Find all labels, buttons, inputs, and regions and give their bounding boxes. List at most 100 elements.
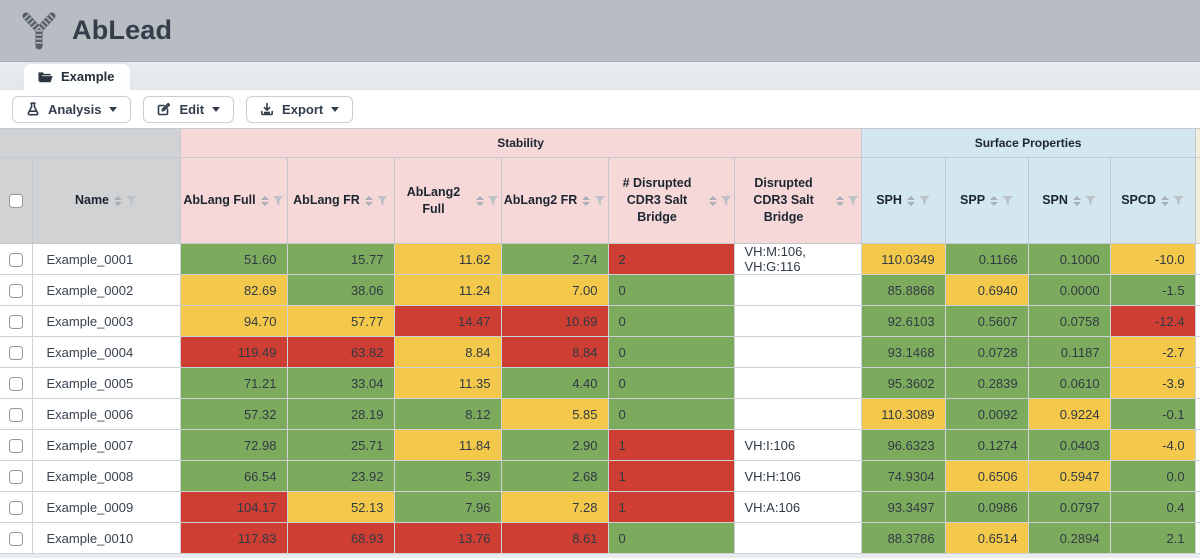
row-checkbox[interactable] — [8, 500, 23, 515]
data-cell: 7.00 — [500, 274, 609, 306]
data-cell: 0.2839 — [944, 367, 1029, 399]
filter-icon[interactable] — [272, 195, 284, 206]
row-checkbox[interactable] — [8, 407, 23, 422]
filter-icon[interactable] — [594, 195, 606, 206]
filter-icon[interactable] — [720, 195, 732, 206]
column-header--disrupted-cdr3-salt-bridge[interactable]: # Disrupted CDR3 Salt Bridge — [607, 157, 735, 244]
data-cell: 0 — [607, 398, 735, 430]
data-cell: 2.90 — [500, 429, 609, 461]
filter-icon[interactable] — [918, 195, 930, 206]
sort-down-arrow — [475, 201, 484, 206]
column-header-icons — [835, 195, 859, 206]
data-cell: 14.47 — [393, 305, 502, 337]
data-cell: 0.0092 — [944, 398, 1029, 430]
data-cell: 117.83 — [179, 522, 288, 554]
data-cell: 110.3089 — [860, 398, 946, 430]
column-header-spcd[interactable]: SPCD — [1109, 157, 1196, 244]
row-checkbox[interactable] — [8, 283, 23, 298]
row-extra-cell — [1194, 305, 1200, 337]
row-select-cell — [0, 429, 33, 461]
data-cell: 0 — [607, 367, 735, 399]
row-extra-cell — [1194, 522, 1200, 554]
sort-icon[interactable] — [1160, 195, 1169, 206]
data-cell: 51.60 — [179, 243, 288, 275]
column-header-ablang-fr[interactable]: AbLang FR — [286, 157, 395, 244]
select-all-checkbox[interactable] — [8, 193, 23, 208]
data-cell: 0.9224 — [1027, 398, 1111, 430]
data-cell: 0.0403 — [1027, 429, 1111, 461]
app-header: AbLead — [0, 0, 1200, 62]
name-cell: Example_0008 — [31, 460, 181, 492]
edit-button[interactable]: Edit — [143, 95, 235, 123]
sort-icon[interactable] — [582, 195, 591, 206]
row-checkbox[interactable] — [8, 345, 23, 360]
column-header-inner: SPP — [946, 190, 1027, 211]
sort-down-arrow — [1160, 201, 1169, 206]
row-checkbox[interactable] — [8, 469, 23, 484]
column-header-disrupted-cdr3-salt-bridge[interactable]: Disrupted CDR3 Salt Bridge — [733, 157, 862, 244]
filter-icon[interactable] — [1084, 195, 1096, 206]
column-header-inner: SPN — [1029, 190, 1109, 211]
row-extra-cell — [1194, 243, 1200, 275]
data-cell — [733, 398, 862, 430]
chevron-down-icon — [331, 106, 340, 112]
analysis-button[interactable]: Analysis — [12, 95, 132, 123]
data-cell: 0.0000 — [1027, 274, 1111, 306]
tab-bar: Example — [0, 62, 1200, 90]
column-header-name[interactable]: Name — [31, 157, 181, 244]
row-checkbox[interactable] — [8, 531, 23, 546]
column-header-extra — [1194, 157, 1200, 244]
data-cell: 63.82 — [286, 336, 395, 368]
row-checkbox[interactable] — [8, 314, 23, 329]
filter-icon[interactable] — [1002, 195, 1014, 206]
name-cell: Example_0010 — [31, 522, 181, 554]
column-header-icons — [475, 195, 499, 206]
data-cell: 94.70 — [179, 305, 288, 337]
column-header-sph[interactable]: SPH — [860, 157, 946, 244]
data-cell: 0 — [607, 336, 735, 368]
filter-icon[interactable] — [847, 195, 859, 206]
sort-icon[interactable] — [260, 195, 269, 206]
sort-down-arrow — [1072, 201, 1081, 206]
download-icon — [261, 102, 274, 116]
row-checkbox[interactable] — [8, 252, 23, 267]
column-header-ablang-full[interactable]: AbLang Full — [179, 157, 288, 244]
filter-icon[interactable] — [126, 195, 138, 206]
sort-icon[interactable] — [114, 195, 123, 206]
tab-label: Example — [61, 69, 115, 84]
data-cell: 7.96 — [393, 491, 502, 523]
sort-icon[interactable] — [835, 195, 844, 206]
sort-icon[interactable] — [364, 195, 373, 206]
edit-button-label: Edit — [179, 101, 205, 117]
tab-example[interactable]: Example — [24, 64, 131, 90]
column-header-spp[interactable]: SPP — [944, 157, 1029, 244]
group-label: Stability — [497, 136, 544, 150]
data-cell: 68.93 — [286, 522, 395, 554]
filter-icon[interactable] — [487, 195, 499, 206]
export-button[interactable]: Export — [246, 95, 354, 123]
row-checkbox[interactable] — [8, 376, 23, 391]
data-cell: 1 — [607, 460, 735, 492]
row-checkbox[interactable] — [8, 438, 23, 453]
sort-icon[interactable] — [906, 195, 915, 206]
column-header-ablang2-full[interactable]: AbLang2 Full — [393, 157, 502, 244]
folder-open-icon — [38, 71, 53, 82]
sort-icon[interactable] — [708, 195, 717, 206]
sort-icon[interactable] — [1072, 195, 1081, 206]
column-label: AbLang FR — [293, 193, 360, 208]
column-label: SPN — [1042, 193, 1068, 208]
column-header-inner: SPCD — [1111, 190, 1194, 211]
sort-up-arrow — [1160, 195, 1169, 200]
column-header-spn[interactable]: SPN — [1027, 157, 1111, 244]
column-header-ablang2-fr[interactable]: AbLang2 FR — [500, 157, 609, 244]
antibody-icon — [22, 12, 56, 49]
sort-icon[interactable] — [990, 195, 999, 206]
filter-icon[interactable] — [376, 195, 388, 206]
data-cell: 92.6103 — [860, 305, 946, 337]
sort-down-arrow — [582, 201, 591, 206]
sort-icon[interactable] — [475, 195, 484, 206]
filter-icon[interactable] — [1172, 195, 1184, 206]
data-cell: 0.0797 — [1027, 491, 1111, 523]
data-cell: 1 — [607, 491, 735, 523]
column-header-inner: AbLang2 Full — [395, 182, 500, 220]
